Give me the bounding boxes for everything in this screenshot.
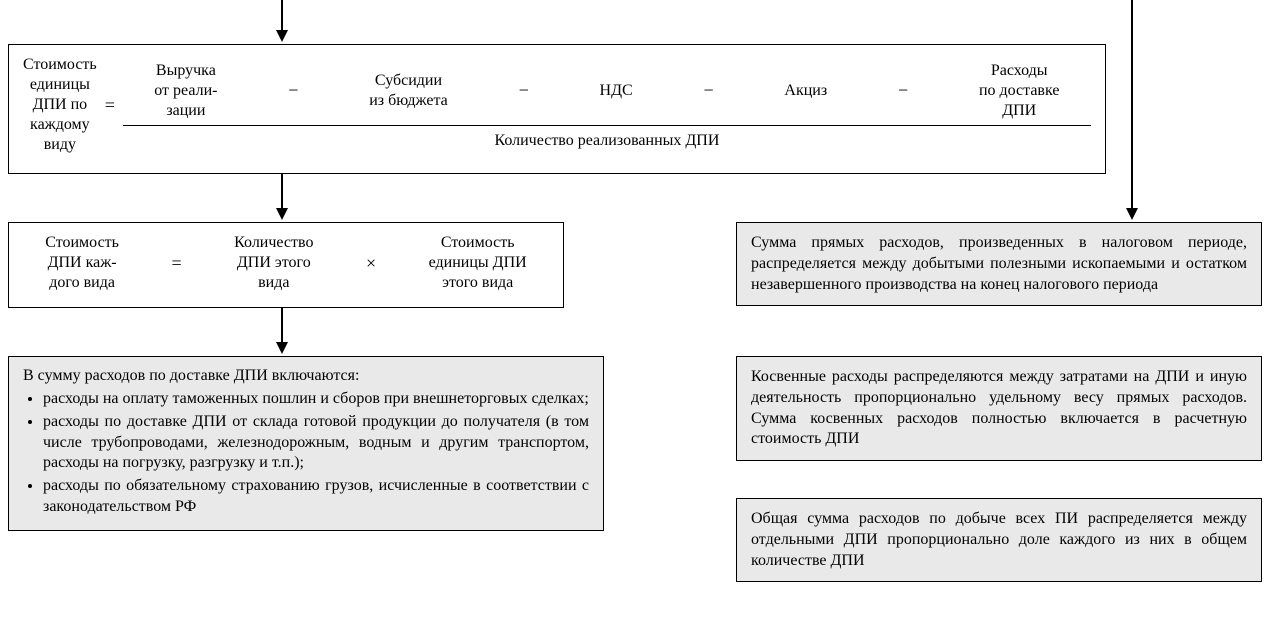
indirect-expenses-box: Косвенные расходы распределяются между з… — [736, 356, 1262, 461]
boxA-num-0: Выручка от реали- зации — [154, 61, 217, 121]
boxD-text: Сумма прямых расходов, произведенных в н… — [751, 233, 1247, 295]
boxC-item-0: расходы на оплату таможенных пошлин и сб… — [43, 389, 589, 410]
boxB-eq: = — [163, 253, 189, 274]
boxE-text: Косвенные расходы распределяются между з… — [751, 367, 1247, 450]
direct-expenses-box: Сумма прямых расходов, произведенных в н… — [736, 222, 1262, 306]
formula-unit-cost-box: Стоимость единицы ДПИ по каждому виду = … — [8, 44, 1106, 174]
boxA-op-2: − — [695, 80, 721, 101]
boxA-num-2: НДС — [600, 81, 633, 101]
boxC-list: расходы на оплату таможенных пошлин и сб… — [23, 389, 589, 518]
boxA-op-0: − — [280, 80, 306, 101]
boxC-item-1: расходы по доставке ДПИ от склада готово… — [43, 412, 589, 474]
arrow-A-to-B — [270, 174, 294, 222]
boxA-num-3: Акциз — [784, 81, 827, 101]
delivery-expenses-box: В сумму расходов по доставке ДПИ включаю… — [8, 356, 604, 531]
boxB-times: × — [358, 253, 384, 274]
boxA-denom: Количество реализованных ДПИ — [123, 126, 1091, 150]
boxB-left: Стоимость ДПИ каж- дого вида — [45, 233, 119, 293]
boxA-fraction: Выручка от реали- зации − Субсидии из бю… — [123, 61, 1091, 150]
boxA-num-1: Субсидии из бюджета — [369, 71, 448, 111]
boxF-text: Общая сумма расходов по добыче всех ПИ р… — [751, 509, 1247, 571]
boxB-mid: Количество ДПИ этого вида — [234, 233, 313, 293]
boxC-title: В сумму расходов по доставке ДПИ включаю… — [23, 367, 589, 385]
boxA-eq: = — [97, 95, 123, 116]
boxA-num-4: Расходы по доставке ДПИ — [979, 61, 1060, 121]
arrow-B-to-C — [270, 308, 294, 356]
arrow-into-right-column — [1120, 0, 1144, 222]
total-expenses-box: Общая сумма расходов по добыче всех ПИ р… — [736, 498, 1262, 582]
boxA-op-1: − — [511, 80, 537, 101]
formula-type-cost-box: Стоимость ДПИ каж- дого вида = Количеств… — [8, 222, 564, 308]
boxA-op-3: − — [890, 80, 916, 101]
arrow-into-formula — [270, 0, 294, 44]
boxB-right: Стоимость единицы ДПИ этого вида — [429, 233, 527, 293]
boxA-left-term: Стоимость единицы ДПИ по каждому виду — [23, 55, 97, 155]
boxC-item-2: расходы по обязательному страхованию гру… — [43, 476, 589, 518]
